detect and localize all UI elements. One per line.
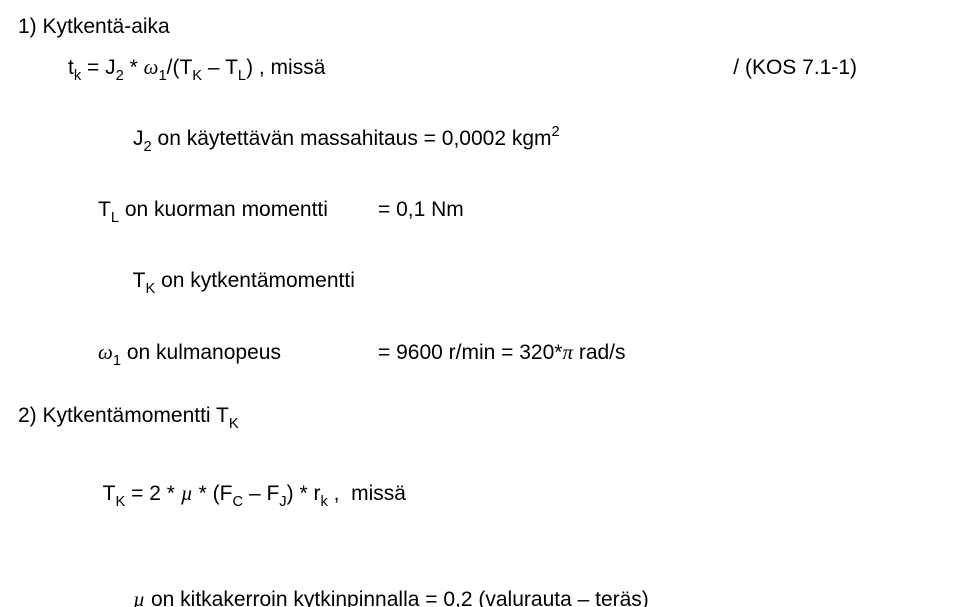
mu: µ [133,587,145,607]
sub: C [233,494,244,510]
mu: µ [181,481,193,505]
sub: 1 [113,353,121,369]
txt: T [98,198,111,221]
sub: 2 [144,139,152,155]
s1-line1-left: tk = J2 * ω1/(TK – TL) , missä [68,50,325,88]
s1-line3-left: TL on kuorman momentti [98,193,378,230]
s1-line3-val: = 0,1 Nm [378,193,464,227]
txt: * (F [193,482,233,505]
s2-line1: TK = 2 * µ * (FC – FJ) * rk , missä [68,442,942,548]
omega: ω [98,340,113,364]
sub: K [115,494,125,510]
txt: = J [81,56,115,79]
txt: ) , missä [246,56,325,79]
txt: on kuorman momentti [119,198,328,221]
sub: K [229,416,239,432]
txt: rad/s [573,341,626,364]
s1-line1: tk = J2 * ω1/(TK – TL) , missä / (KOS 7.… [68,50,942,88]
sup: 2 [552,124,560,140]
omega: ω [144,55,159,79]
sub: 1 [158,68,166,84]
s1-line3: TL on kuorman momentti = 0,1 Nm [98,193,942,230]
txt: = 9600 r/min = 320* [378,341,562,364]
txt: = 2 * [125,482,180,505]
sub: k [320,494,327,510]
s1-line5-left: ω1 on kulmanopeus [98,335,378,373]
txt: on kitkakerroin kytkinpinnalla = 0,2 (va… [145,588,649,607]
txt: ) * r [287,482,321,505]
txt: on kytkentämomentti [155,269,355,292]
section2-body: TK = 2 * µ * (FC – FJ) * rk , missä µ on… [68,442,942,607]
s1-line2: J2 on käytettävän massahitaus = 0,0002 k… [98,88,942,193]
section2-heading: 2) Kytkentämomentti TK [18,399,942,436]
section1-body: tk = J2 * ω1/(TK – TL) , missä / (KOS 7.… [68,50,942,373]
txt: on käytettävän massahitaus = 0,0002 kgm [152,127,552,150]
txt: J [133,127,144,150]
txt: 2) Kytkentämomentti T [18,404,229,427]
txt: T [133,269,146,292]
txt: , missä [328,482,406,505]
s1-line5: ω1 on kulmanopeus = 9600 r/min = 320*π r… [98,335,942,373]
document-page: 1) Kytkentä-aika tk = J2 * ω1/(TK – TL) … [0,0,960,607]
section1-heading: 1) Kytkentä-aika [18,10,942,44]
txt: on kulmanopeus [121,341,281,364]
sub: L [111,210,119,226]
txt: T [103,482,116,505]
sub: 2 [116,68,124,84]
txt: t [68,56,74,79]
s1-line1-right: / (KOS 7.1-1) [733,51,942,85]
s2-line2: µ on kitkakerroin kytkinpinnalla = 0,2 (… [98,548,942,607]
txt: * [124,56,144,79]
pi: π [562,340,573,364]
sub: J [279,494,286,510]
sub: K [145,281,155,297]
txt: – F [243,482,279,505]
s1-line4: TK on kytkentämomentti [98,230,942,335]
s1-line5-val: = 9600 r/min = 320*π rad/s [378,335,626,370]
sub: K [192,68,202,84]
sub: L [238,68,246,84]
txt: – T [202,56,238,79]
sub: k [74,68,81,84]
txt: /(T [167,56,193,79]
